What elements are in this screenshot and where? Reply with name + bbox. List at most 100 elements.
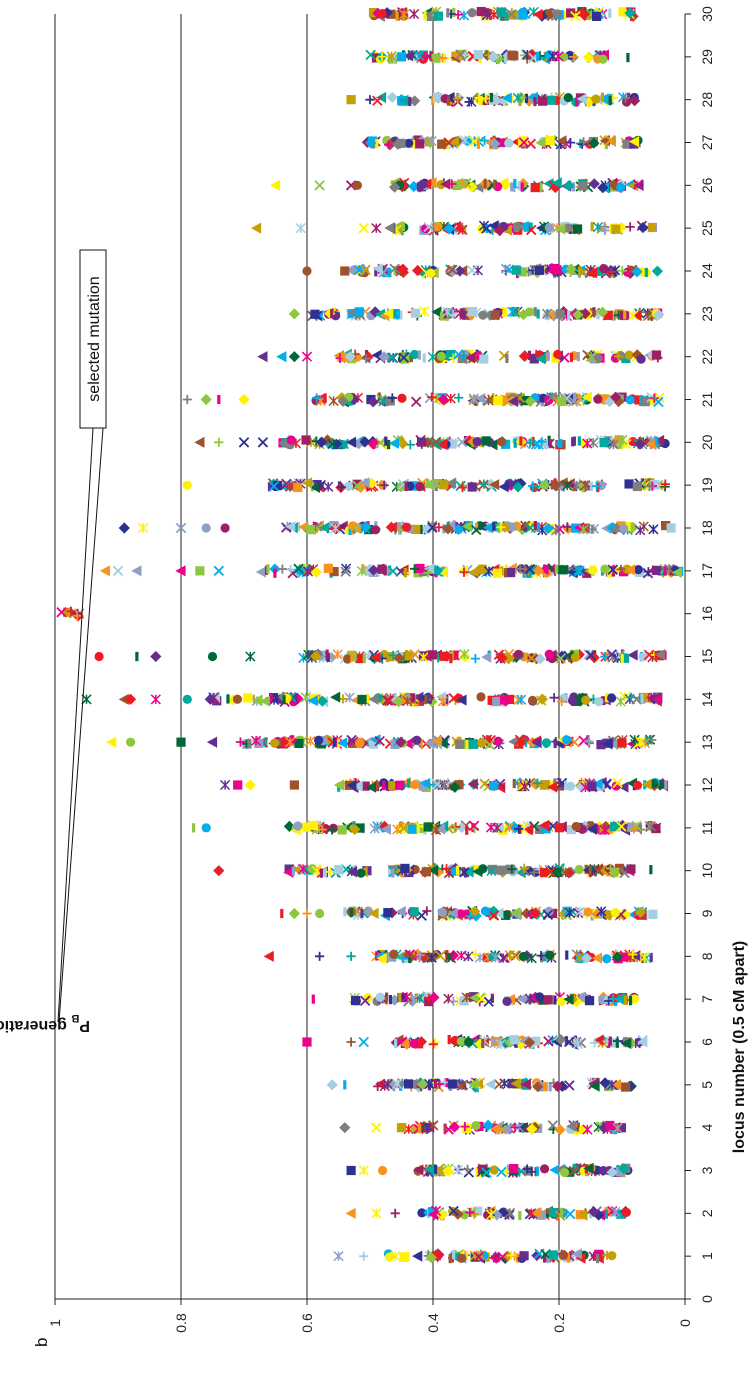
x-tick-label: 21 bbox=[699, 392, 715, 408]
data-point bbox=[446, 265, 458, 278]
data-point bbox=[267, 482, 272, 492]
x-tick-label: 12 bbox=[699, 777, 715, 793]
x-tick-label: 9 bbox=[699, 909, 715, 917]
data-point bbox=[436, 1209, 448, 1221]
data-point bbox=[608, 1036, 612, 1046]
data-point bbox=[582, 51, 595, 64]
data-point bbox=[473, 49, 483, 60]
data-point bbox=[327, 438, 338, 450]
data-point bbox=[566, 8, 576, 18]
data-point bbox=[482, 1119, 494, 1131]
data-point bbox=[422, 524, 432, 535]
data-point bbox=[394, 1038, 398, 1048]
data-point-outlier bbox=[365, 95, 375, 105]
data-point bbox=[600, 652, 610, 662]
data-points bbox=[56, 6, 684, 1265]
data-point bbox=[360, 781, 370, 791]
data-point bbox=[431, 565, 444, 577]
data-point bbox=[362, 351, 374, 363]
data-point bbox=[629, 734, 640, 745]
data-point bbox=[551, 177, 562, 189]
data-point bbox=[387, 565, 399, 577]
data-point-outlier bbox=[346, 1165, 356, 1176]
data-point bbox=[572, 1038, 583, 1050]
data-point bbox=[611, 781, 621, 791]
data-point bbox=[454, 265, 466, 277]
data-point-outlier bbox=[217, 394, 221, 405]
data-point bbox=[511, 265, 521, 275]
data-point bbox=[571, 182, 576, 192]
data-point bbox=[619, 523, 629, 534]
data-point bbox=[329, 567, 339, 577]
data-point bbox=[514, 739, 524, 749]
data-point bbox=[411, 524, 421, 534]
data-point bbox=[513, 649, 524, 659]
data-point bbox=[531, 1207, 542, 1219]
data-point bbox=[445, 349, 456, 360]
data-point bbox=[524, 395, 536, 408]
data-point bbox=[412, 735, 422, 745]
data-point bbox=[578, 524, 589, 535]
data-point bbox=[255, 566, 266, 578]
x-axis-ticks: 0123456789101112131415161718192021222324… bbox=[685, 6, 715, 1303]
data-point bbox=[428, 991, 440, 1004]
data-point bbox=[434, 823, 445, 835]
data-point bbox=[277, 437, 288, 449]
data-point bbox=[562, 735, 572, 745]
data-point bbox=[282, 695, 286, 705]
data-point bbox=[560, 1207, 564, 1217]
data-point bbox=[465, 825, 469, 835]
data-point bbox=[616, 183, 626, 193]
data-point bbox=[469, 1209, 479, 1219]
data-point bbox=[474, 523, 479, 533]
data-point bbox=[409, 907, 419, 917]
x-tick-label: 24 bbox=[699, 263, 715, 279]
data-point bbox=[447, 949, 460, 962]
data-point bbox=[631, 266, 643, 278]
data-point bbox=[398, 822, 409, 834]
data-point bbox=[481, 436, 491, 446]
data-point bbox=[462, 1123, 472, 1134]
data-point bbox=[610, 821, 620, 832]
data-point bbox=[606, 267, 616, 277]
data-point bbox=[458, 10, 470, 21]
data-point bbox=[395, 11, 399, 21]
data-point bbox=[266, 564, 270, 574]
data-point bbox=[247, 738, 251, 748]
data-point bbox=[291, 866, 295, 876]
data-point bbox=[615, 221, 628, 234]
data-point bbox=[426, 135, 437, 147]
data-point bbox=[452, 1164, 463, 1176]
data-point bbox=[408, 953, 412, 964]
data-point bbox=[383, 695, 395, 706]
data-point bbox=[509, 1164, 519, 1174]
data-point bbox=[583, 96, 595, 108]
data-point bbox=[431, 53, 441, 63]
data-point-outlier bbox=[207, 651, 218, 662]
data-point bbox=[515, 694, 527, 705]
data-point bbox=[627, 649, 638, 661]
data-point bbox=[424, 563, 435, 575]
data-point bbox=[426, 479, 430, 489]
x-tick-label: 20 bbox=[699, 434, 715, 450]
data-point bbox=[354, 307, 364, 317]
data-point bbox=[467, 778, 478, 790]
data-point-outlier bbox=[118, 522, 130, 534]
data-point bbox=[433, 11, 443, 21]
data-point bbox=[609, 437, 619, 447]
data-point bbox=[506, 9, 517, 20]
y-axis-ticks: 0 0.2 0.4 0.6 0.8 1 bbox=[47, 1299, 693, 1333]
data-point bbox=[532, 778, 543, 788]
data-point bbox=[535, 353, 546, 365]
data-point bbox=[498, 307, 508, 317]
data-point bbox=[449, 781, 461, 793]
data-point bbox=[547, 309, 559, 321]
data-point bbox=[479, 135, 490, 146]
data-point-outlier bbox=[346, 1037, 356, 1047]
data-point bbox=[596, 906, 607, 917]
data-point bbox=[565, 781, 576, 791]
x-tick-label: 30 bbox=[699, 6, 715, 22]
data-point bbox=[372, 95, 383, 106]
data-point bbox=[383, 908, 393, 918]
data-point bbox=[449, 823, 460, 834]
